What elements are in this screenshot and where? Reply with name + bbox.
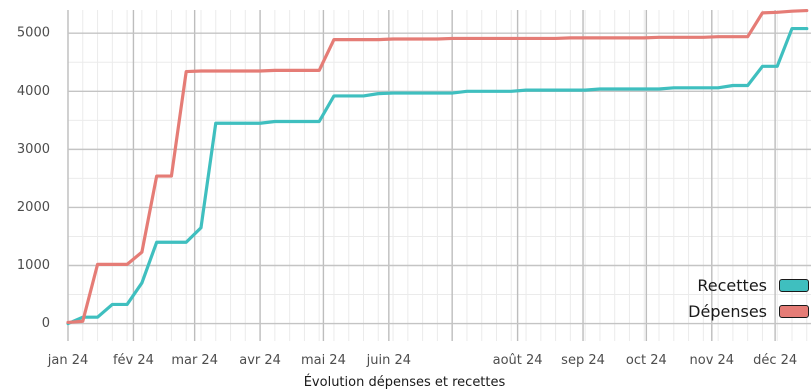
legend-label-depenses: Dépenses: [688, 301, 767, 321]
legend-swatch-recettes: [779, 278, 809, 292]
legend-item-recettes[interactable]: Recettes: [688, 272, 809, 298]
x-tick-label: fév 24: [113, 353, 154, 368]
x-axis-title: Évolution dépenses et recettes: [304, 374, 506, 390]
y-tick-label: 0: [42, 316, 50, 331]
x-tick-label: mar 24: [171, 353, 218, 368]
legend-swatch-depenses: [779, 304, 809, 318]
y-tick-label: 1000: [17, 258, 50, 273]
x-tick-label: oct 24: [626, 353, 667, 368]
x-tick-label: jan 24: [47, 353, 89, 368]
x-tick-label: déc 24: [753, 353, 797, 368]
legend-label-recettes: Recettes: [697, 275, 767, 295]
x-tick-label: avr 24: [239, 353, 281, 368]
x-tick-label: août 24: [493, 353, 543, 368]
x-tick-label: juin 24: [366, 353, 411, 368]
y-tick-label: 3000: [17, 142, 50, 157]
legend: Recettes Dépenses: [688, 272, 809, 324]
x-tick-label: nov 24: [690, 353, 735, 368]
y-tick-label: 2000: [17, 200, 50, 215]
x-tick-label: sep 24: [561, 353, 605, 368]
y-tick-label: 4000: [17, 84, 50, 99]
y-tick-label: 5000: [17, 26, 50, 41]
x-tick-label: mai 24: [301, 353, 346, 368]
series-line-recettes: [66, 26, 809, 326]
legend-item-depenses[interactable]: Dépenses: [688, 298, 809, 324]
series-line-depenses: [66, 8, 809, 325]
